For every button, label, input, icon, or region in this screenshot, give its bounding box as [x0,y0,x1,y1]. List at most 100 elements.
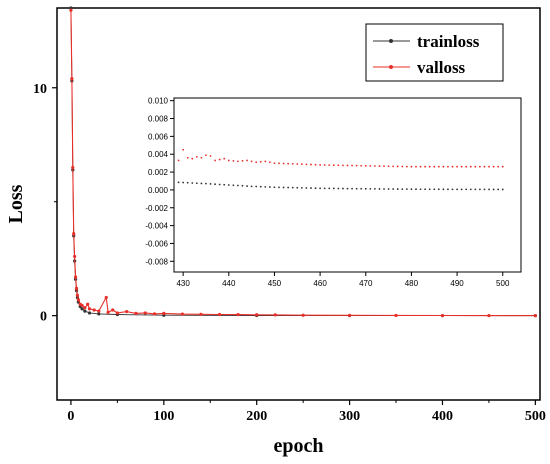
series-valloss-point [134,311,138,315]
inset-series-valloss-point [310,163,312,166]
series-valloss-point [180,312,184,316]
inset-series-valloss-point [264,160,267,163]
inset-series-trainloss-point [310,187,312,189]
inset-series-trainloss-point [415,188,417,191]
inset-series-trainloss-point [209,183,212,185]
inset-series-valloss-point [296,163,299,165]
inset-x-tick-label: 450 [268,279,282,288]
inset-series-valloss-point [209,155,212,157]
inset-series-trainloss-point [479,188,481,191]
inset-series-trainloss-point [419,188,422,191]
series-valloss-point [533,314,537,318]
inset-series-valloss-point [378,165,381,167]
inset-series-valloss-point [383,165,385,168]
inset-y-tick-label: -0.008 [145,257,168,266]
inset-series-valloss-point [278,162,280,165]
inset-series-trainloss-point [465,188,468,191]
inset-x-tick-label: 460 [313,279,327,288]
series-valloss-point [80,303,84,308]
inset-series-trainloss-point [218,183,221,186]
series-valloss-point [73,254,77,259]
inset-series-trainloss-point [278,186,280,189]
series-valloss-point [74,286,79,290]
series-valloss-point [76,298,80,302]
inset-series-trainloss-point [195,182,198,185]
inset-y-tick-label: 0.006 [148,132,169,141]
legend-valloss-label: valloss [417,58,466,77]
inset-series-trainloss-point [392,188,395,190]
inset-series-valloss-point [332,164,335,167]
inset-x-tick-label: 430 [176,279,190,288]
inset-series-trainloss-point [346,187,349,190]
inset-series-trainloss-point [497,188,500,191]
inset-series-valloss-point [351,164,353,167]
inset-series-valloss-point [342,164,344,167]
inset-series-valloss-point [451,165,454,168]
inset-series-valloss-point [437,165,440,168]
main-plot: 0 100 200 300 400 500 0 10 epoch Loss [5,6,546,457]
inset-x-tick-label: 480 [405,279,419,288]
series-valloss-point [86,302,90,306]
inset-series-valloss-point [328,164,331,167]
series-trainloss-point [80,307,84,311]
inset-series-trainloss-point [387,188,390,190]
inset-series-trainloss-point [396,188,399,190]
inset-series-valloss-point [433,165,436,168]
series-valloss-point [347,313,352,317]
inset-series-valloss-point [410,165,413,168]
inset-series-trainloss-point [405,188,408,191]
inset-series-trainloss-point [250,185,253,188]
series-valloss-point [273,313,277,317]
inset-series-trainloss-point [401,188,404,191]
inset-series-trainloss-point [447,188,449,191]
inset-series-trainloss-point [474,188,477,191]
inset-series-valloss-point [369,165,372,167]
inset-series-trainloss-point [232,184,235,187]
inset-series-valloss-point [492,165,495,168]
legend-trainloss-marker [389,39,393,43]
inset-series-valloss-point [355,164,358,167]
series-valloss-point [92,308,96,312]
x-tick-label: 400 [432,409,453,424]
series-trainloss-point [69,6,73,10]
inset-series-trainloss-point [264,185,267,188]
series-valloss-point [97,309,101,313]
inset-series-valloss-point [360,164,363,167]
inset-series-trainloss-point [469,188,472,191]
x-tick-label: 200 [246,409,267,424]
inset-series-trainloss-point [332,187,335,190]
inset-series-trainloss-point [483,188,486,191]
inset-series-trainloss-point [223,183,226,186]
legend-valloss-marker [389,65,393,69]
inset-series-valloss-point [268,161,271,164]
inset-series-valloss-point [237,160,239,163]
series-valloss-point [217,312,222,317]
inset-series-trainloss-point [460,188,463,191]
inset-series-valloss-point [191,157,194,160]
inset-x-tick-label: 440 [222,279,236,288]
inset-series-valloss-point [200,156,203,159]
legend: trainloss valloss [365,23,504,82]
inset-series-trainloss-point [246,185,248,187]
inset-series-trainloss-point [437,188,440,191]
inset-y-tick-label: 0.010 [148,97,169,106]
series-valloss-point [73,275,78,279]
inset-series-trainloss-point [268,186,271,188]
x-tick-label: 100 [153,409,174,424]
y-tick-label: 0 [40,310,47,325]
inset-series-valloss-point [488,165,490,168]
inset-series-valloss-point [387,165,390,168]
series-valloss-point [440,313,445,318]
inset-series-valloss-point [373,165,376,167]
inset-series-trainloss-point [291,186,294,189]
series-valloss-point [69,8,73,12]
inset-series-valloss-point [474,165,477,168]
inset-series-trainloss-point [323,187,326,190]
y-axis-label: Loss [5,184,27,223]
inset-series-trainloss-point [360,187,363,190]
inset-series-trainloss-point [328,187,331,190]
series-valloss-point [236,313,240,317]
inset-plot: 430 440 450 460 470 480 490 500 -0.008 -0.006 -0.0… [145,97,522,288]
inset-y-tick-label: -0.006 [145,239,168,248]
